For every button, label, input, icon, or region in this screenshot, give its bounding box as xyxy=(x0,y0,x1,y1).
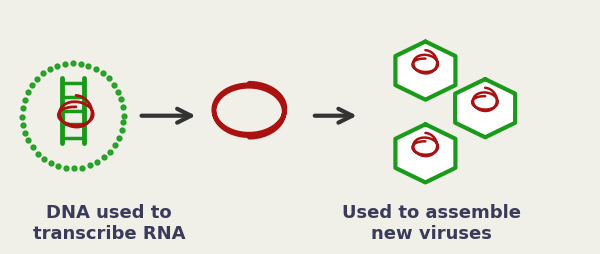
Polygon shape xyxy=(395,125,455,183)
Text: DNA used to
transcribe RNA: DNA used to transcribe RNA xyxy=(32,204,185,242)
Polygon shape xyxy=(455,80,515,138)
Text: Used to assemble
new viruses: Used to assemble new viruses xyxy=(342,204,521,242)
Polygon shape xyxy=(395,42,455,100)
